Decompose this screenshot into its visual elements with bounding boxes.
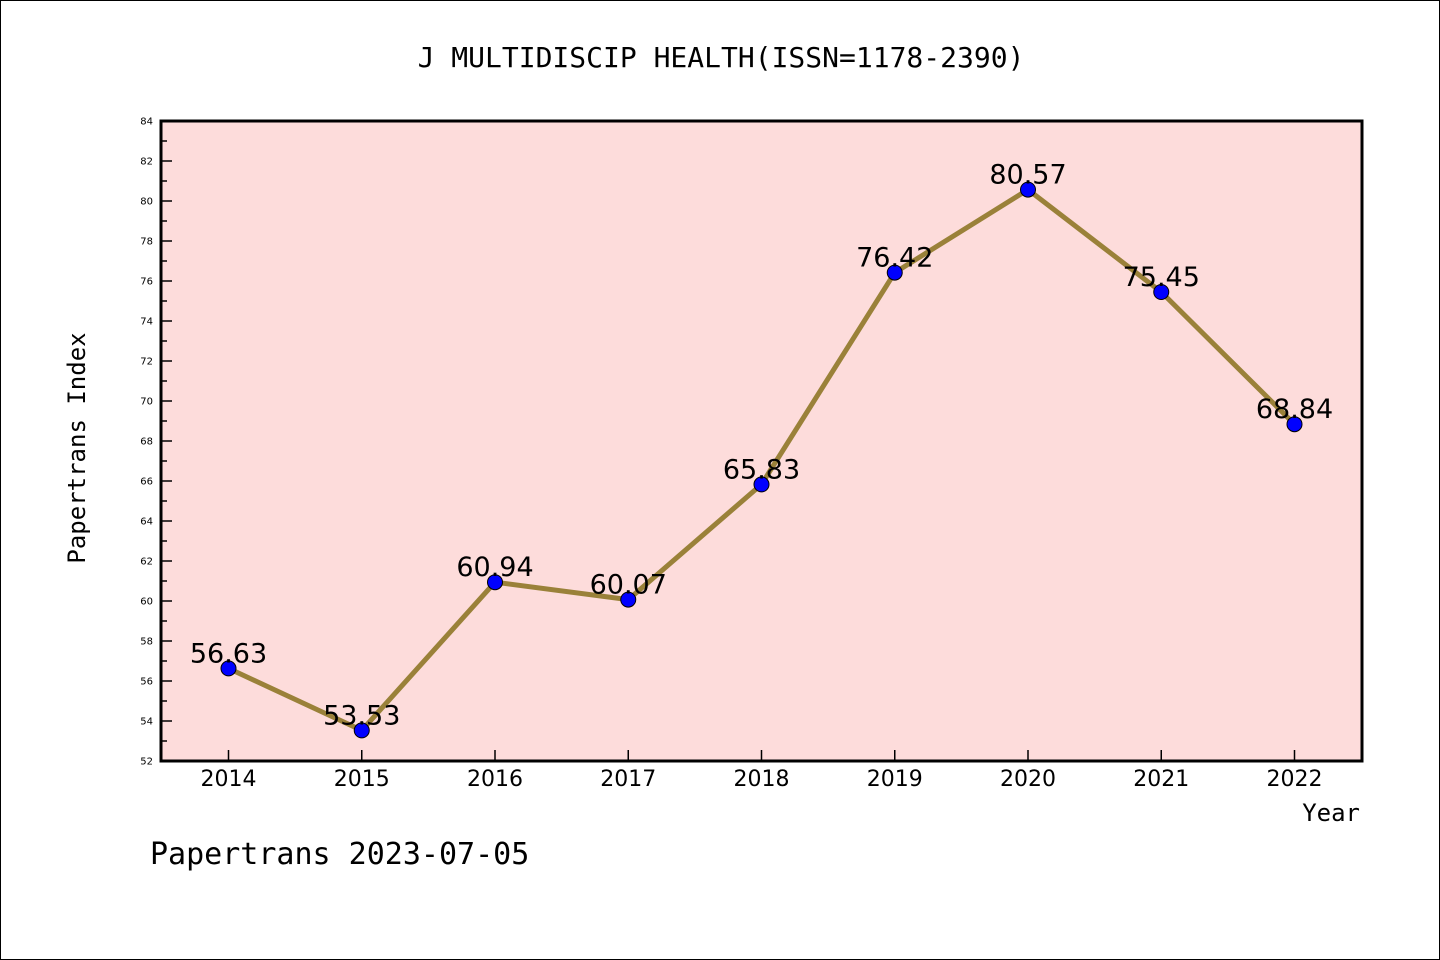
y-tick-label: 64 bbox=[140, 517, 153, 528]
data-label-2021: 75.45 bbox=[1123, 262, 1200, 293]
y-tick-label: 68 bbox=[140, 437, 153, 448]
x-axis-label: Year bbox=[1302, 799, 1360, 827]
y-tick-label: 70 bbox=[140, 397, 153, 408]
y-tick-label: 54 bbox=[140, 717, 153, 728]
data-label-2019: 76.42 bbox=[856, 243, 933, 274]
x-tick-label: 2021 bbox=[1133, 767, 1189, 792]
data-label-2017: 60.07 bbox=[590, 570, 667, 601]
data-point-2014 bbox=[220, 660, 237, 677]
y-tick-label: 84 bbox=[140, 117, 153, 128]
data-point-2015 bbox=[353, 722, 370, 739]
y-tick-label: 76 bbox=[140, 277, 153, 288]
data-point-2016 bbox=[487, 574, 503, 591]
plot-border bbox=[159, 119, 1364, 763]
data-labels: 56.63 53.53 60.94 60.07 65.83 76.42 80.57 75.45… bbox=[190, 160, 1333, 732]
data-point-2022 bbox=[1286, 416, 1303, 433]
data-label-2022: 68.84 bbox=[1256, 394, 1333, 425]
data-point-2020 bbox=[1020, 181, 1036, 198]
data-label-2016: 60.94 bbox=[456, 552, 533, 583]
data-point-2018 bbox=[753, 476, 770, 493]
y-tick-label: 62 bbox=[140, 557, 153, 568]
y-tick-label: 74 bbox=[140, 317, 153, 328]
footer-credit: Papertrans 2023-07-05 bbox=[150, 837, 529, 872]
y-tick-label: 60 bbox=[140, 597, 153, 608]
x-tick-label: 2014 bbox=[201, 767, 257, 792]
x-tick-label: 2015 bbox=[334, 767, 390, 792]
y-tick-label: 52 bbox=[140, 757, 153, 768]
x-tick-label: 2017 bbox=[600, 767, 656, 792]
x-tick-label: 2016 bbox=[467, 767, 523, 792]
x-tick-label: 2022 bbox=[1267, 767, 1323, 792]
data-markers bbox=[220, 181, 1303, 739]
data-label-2015: 53.53 bbox=[323, 700, 400, 731]
y-tick-label: 78 bbox=[140, 237, 153, 248]
chart-title: J MULTIDISCIP HEALTH(ISSN=1178-2390) bbox=[418, 41, 1025, 74]
data-label-2014: 56.63 bbox=[190, 638, 267, 669]
data-label-2018: 65.83 bbox=[723, 454, 800, 485]
y-tick-label: 66 bbox=[140, 477, 153, 488]
data-point-2017 bbox=[620, 591, 637, 608]
y-tick-label: 72 bbox=[140, 357, 153, 368]
data-point-2021 bbox=[1153, 284, 1170, 300]
y-tick-label: 80 bbox=[140, 197, 153, 208]
y-tick-label: 82 bbox=[140, 157, 153, 168]
data-label-2020: 80.57 bbox=[989, 160, 1066, 191]
y-tick-label: 58 bbox=[140, 637, 153, 648]
y-tick-label: 56 bbox=[140, 677, 153, 688]
y-axis-label: Papertrans Index bbox=[63, 332, 91, 563]
data-point-2019 bbox=[886, 264, 903, 281]
x-tick-label: 2018 bbox=[734, 767, 790, 792]
x-tick-label: 2019 bbox=[867, 767, 923, 792]
x-axis: 2014 2015 2016 2017 2018 2019 2020 2021 2022 bbox=[201, 750, 1323, 792]
x-tick-label: 2020 bbox=[1000, 767, 1056, 792]
plot-area bbox=[161, 121, 1362, 761]
